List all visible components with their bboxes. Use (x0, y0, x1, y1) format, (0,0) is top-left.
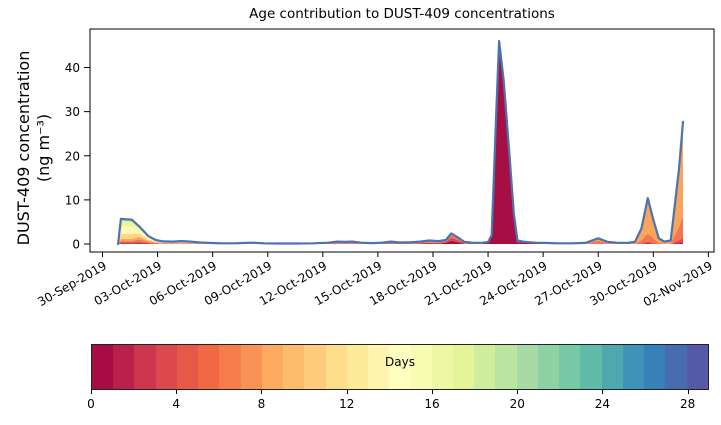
colorbar-segment (601, 345, 623, 389)
colorbar-tick-mark (176, 390, 178, 394)
colorbar-tick-mark (517, 390, 519, 394)
colorbar-segment (389, 345, 411, 389)
colorbar-segment (155, 345, 177, 389)
colorbar-segment (474, 345, 496, 389)
axes-spines (89, 28, 715, 253)
colorbar-tick-label: 24 (594, 397, 611, 411)
colorbar-segment (198, 345, 220, 389)
total-concentration-line (116, 39, 685, 246)
colorbar-segment (431, 345, 453, 389)
colorbar-segment (325, 345, 347, 389)
age-layer-area-9-11days (118, 41, 684, 244)
colorbar-tick-label: 4 (172, 397, 181, 411)
colorbar-tick-mark (261, 390, 263, 394)
colorbar-segment (495, 345, 517, 389)
colorbar-segment (261, 345, 284, 389)
colorbar-segment (92, 345, 114, 389)
chart-title: Age contribution to DUST-409 concentrati… (249, 6, 555, 22)
colorbar-segment (644, 345, 666, 389)
colorbar-tick-label: 20 (509, 397, 525, 411)
age-layer-area-24-26days (118, 41, 684, 244)
colorbar-segment (368, 345, 390, 389)
age-layer-area-15-17days (118, 41, 684, 244)
y-tick-label: 30 (65, 105, 80, 119)
y-tick-label: 20 (65, 149, 80, 163)
colorbar-segment (176, 345, 199, 389)
colorbar-tick-mark (602, 390, 604, 394)
stacked-area-plot: 01020304030-Sep-201903-Oct-201906-Oct-20… (35, 28, 715, 309)
y-tick-label: 10 (65, 193, 80, 207)
colorbar-segment (283, 345, 305, 389)
colorbar-segment (580, 345, 602, 389)
colorbar-tick-label: 12 (339, 397, 355, 411)
colorbar-segment (346, 345, 369, 389)
colorbar-segment (452, 345, 475, 389)
colorbar-segment (686, 345, 708, 389)
colorbar (91, 344, 709, 390)
colorbar-segment (134, 345, 156, 389)
colorbar-segment (240, 345, 262, 389)
age-layer-area-12-14days (118, 41, 684, 244)
colorbar-tick-label: 16 (424, 397, 440, 411)
colorbar-segment (622, 345, 645, 389)
colorbar-segment (219, 345, 241, 389)
colorbar-tick-label: 28 (680, 397, 696, 411)
colorbar-segment (304, 345, 326, 389)
age-layer-area-18-20days (118, 41, 684, 244)
colorbar-segment (559, 345, 581, 389)
age-layer-area-3-5days (118, 43, 684, 244)
age-layer-area-21-23days (118, 41, 684, 244)
y-tick-label: 0 (72, 238, 80, 252)
y-tick-label: 40 (65, 61, 80, 75)
colorbar-segment (516, 345, 538, 389)
colorbar-tick-mark (431, 390, 433, 394)
colorbar-segment (537, 345, 560, 389)
colorbar-segment (665, 345, 687, 389)
colorbar-segment (410, 345, 432, 389)
age-layer-area-6-8days (118, 41, 684, 244)
colorbar-tick-mark (346, 390, 348, 394)
colorbar-segment (113, 345, 135, 389)
colorbar-tick-label: 8 (257, 397, 266, 411)
colorbar-tick-label: 0 (87, 397, 95, 411)
colorbar-tick-mark (91, 390, 92, 394)
age-layer-area-0-2days (118, 47, 684, 244)
colorbar-tick-mark (687, 390, 689, 394)
